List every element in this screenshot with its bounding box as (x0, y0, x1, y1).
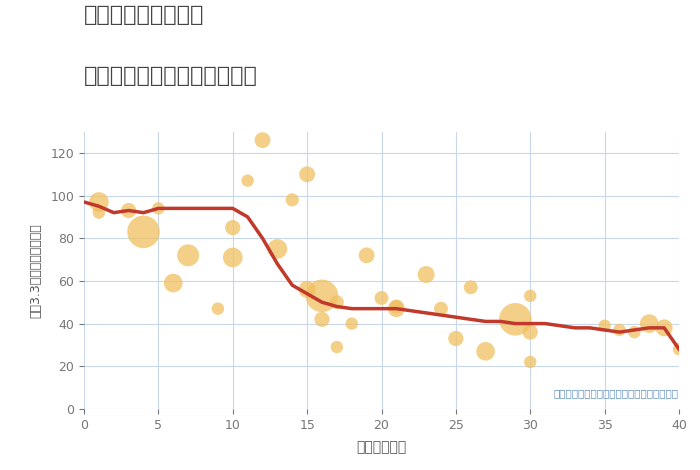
Point (168, 279, 179, 287)
Text: 奈良県橿原市飯高町: 奈良県橿原市飯高町 (84, 5, 204, 25)
Point (435, 305, 447, 313)
Point (391, 303, 402, 310)
X-axis label: 築年数（年）: 築年数（年） (356, 440, 407, 454)
Point (331, 343, 342, 351)
Point (376, 294, 387, 302)
Point (93, 209, 104, 216)
Point (644, 320, 655, 327)
Point (673, 345, 685, 353)
Point (361, 251, 372, 259)
Point (599, 322, 610, 329)
Point (138, 228, 149, 235)
Point (659, 324, 670, 332)
Point (421, 271, 432, 278)
Point (212, 305, 223, 313)
Text: 円の大きさは、取引のあった物件面積を示す: 円の大きさは、取引のあった物件面積を示す (554, 388, 679, 398)
Point (272, 245, 283, 253)
Point (465, 283, 476, 291)
Point (391, 305, 402, 313)
Point (183, 251, 194, 259)
Point (510, 315, 521, 323)
Point (302, 286, 313, 293)
Y-axis label: 坪（3.3㎡）単価（万円）: 坪（3.3㎡）単価（万円） (29, 223, 42, 318)
Point (346, 320, 357, 327)
Point (227, 224, 238, 231)
Point (525, 329, 536, 336)
Point (316, 292, 328, 299)
Point (242, 177, 253, 184)
Point (302, 171, 313, 178)
Point (450, 335, 461, 342)
Point (257, 136, 268, 144)
Point (629, 329, 640, 336)
Point (480, 347, 491, 355)
Point (153, 204, 164, 212)
Point (227, 254, 238, 261)
Point (525, 358, 536, 366)
Point (525, 292, 536, 299)
Point (93, 198, 104, 206)
Text: 築年数別中古マンション価格: 築年数別中古マンション価格 (84, 66, 258, 86)
Point (614, 326, 625, 334)
Point (123, 207, 134, 214)
Point (316, 315, 328, 323)
Point (331, 298, 342, 306)
Point (287, 196, 298, 204)
